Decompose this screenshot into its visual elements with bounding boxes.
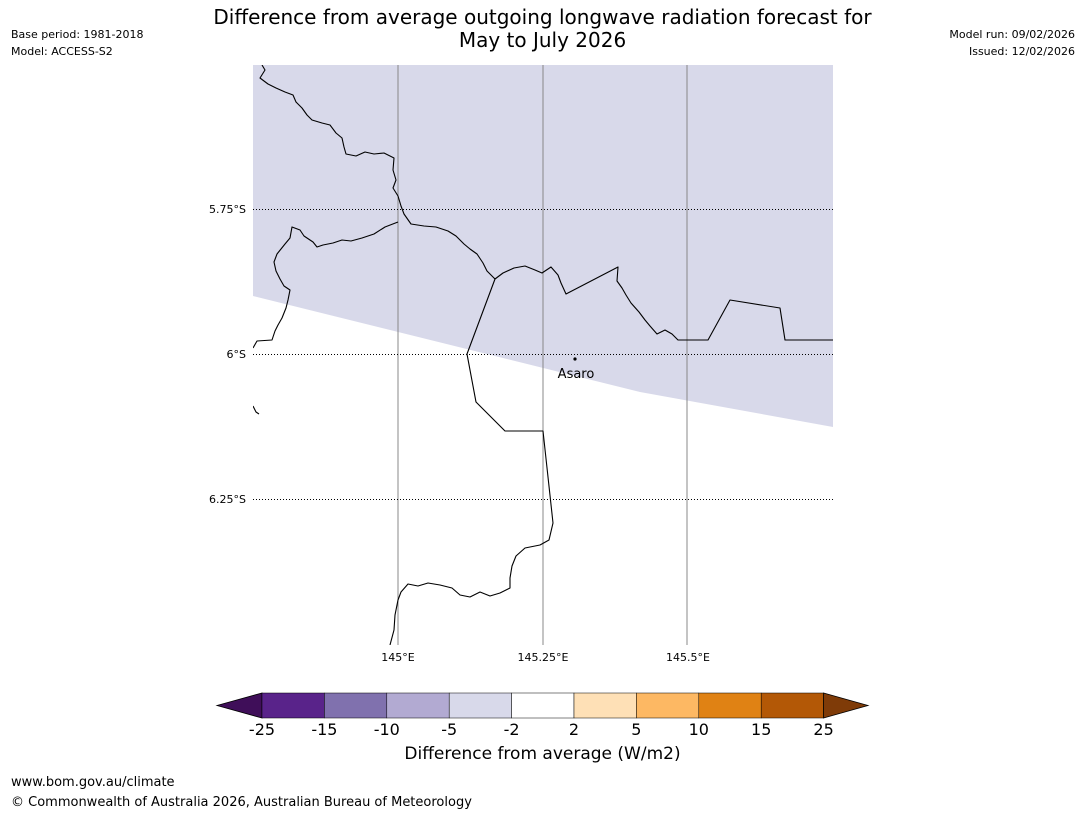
base-period: Base period: 1981-2018 xyxy=(11,28,144,41)
colorbar-tick: -15 xyxy=(311,720,337,739)
province-boundaries xyxy=(253,65,833,645)
lat-label-6: 6°S xyxy=(227,348,246,361)
colorbar-title: Difference from average (W/m2) xyxy=(404,744,681,764)
colorbar-bin-8 xyxy=(698,692,762,719)
colorbar-bin-5 xyxy=(511,692,575,719)
colorbar-low-extension xyxy=(215,692,263,719)
colorbar-bin-9 xyxy=(760,692,824,719)
lat-label-6-25: 6.25°S xyxy=(209,493,246,506)
lon-label-145: 145°E xyxy=(381,651,414,664)
boundary-central xyxy=(389,278,554,645)
title-line-2: May to July 2026 xyxy=(458,28,627,52)
colorbar-bin-2 xyxy=(324,692,388,719)
boundary-fragment xyxy=(253,405,260,415)
title-line-1: Difference from average outgoing longwav… xyxy=(213,5,872,29)
boundary-north xyxy=(259,65,833,341)
meta-right: Model run: 09/02/2026 Issued: 12/02/2026 xyxy=(949,26,1075,60)
colorbar-tick: 10 xyxy=(689,720,709,739)
asaro-label: Asaro xyxy=(558,367,595,382)
meta-left: Base period: 1981-2018 Model: ACCESS-S2 xyxy=(11,26,143,60)
colorbar-high-extension xyxy=(823,692,870,719)
colorbar-tick: 25 xyxy=(813,720,833,739)
colorbar-tick: 2 xyxy=(569,720,579,739)
colorbar-bin-6 xyxy=(573,692,637,719)
lon-label-145-25: 145.25°E xyxy=(518,651,569,664)
lat-label-5-75: 5.75°S xyxy=(209,203,246,216)
footer-copyright: © Commonwealth of Australia 2026, Austra… xyxy=(11,795,472,810)
colorbar-tick: -10 xyxy=(374,720,400,739)
model-name: Model: ACCESS-S2 xyxy=(11,45,113,58)
map-title: Difference from average outgoing longwav… xyxy=(0,6,1085,52)
colorbar-tick: 15 xyxy=(751,720,771,739)
footer-url[interactable]: www.bom.gov.au/climate xyxy=(11,775,175,790)
colorbar-tick: -2 xyxy=(504,720,520,739)
boundary-west xyxy=(253,221,399,349)
issued-date: Issued: 12/02/2026 xyxy=(968,45,1075,58)
map-area: Asaro xyxy=(253,65,833,645)
colorbar-bin-1 xyxy=(261,692,325,719)
lon-label-145-5: 145.5°E xyxy=(666,651,710,664)
colorbar-tick: -25 xyxy=(249,720,275,739)
colorbar-bin-7 xyxy=(636,692,700,719)
colorbar-tick: 5 xyxy=(631,720,641,739)
colorbar-bin-4 xyxy=(448,692,512,719)
model-run: Model run: 09/02/2026 xyxy=(949,28,1075,41)
colorbar-tick: -5 xyxy=(441,720,457,739)
asaro-marker xyxy=(573,357,577,361)
colorbar: -25 -15 -10 -5 -2 2 5 10 15 25 xyxy=(215,692,870,739)
colorbar-bin-3 xyxy=(386,692,450,719)
